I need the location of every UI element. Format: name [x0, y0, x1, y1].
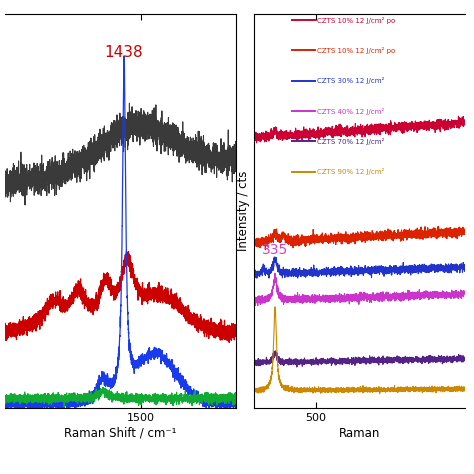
Text: CZTS 40% 12 J/cm²: CZTS 40% 12 J/cm²	[317, 108, 384, 115]
X-axis label: Raman: Raman	[338, 427, 380, 440]
Text: CZTS 90% 12 J/cm²: CZTS 90% 12 J/cm²	[317, 168, 384, 175]
Text: 1438: 1438	[105, 46, 143, 61]
Y-axis label: Intensity / cts: Intensity / cts	[237, 171, 250, 251]
Text: CZTS 30% 12 J/cm²: CZTS 30% 12 J/cm²	[317, 77, 384, 84]
Text: CZTS 10% 12 J/cm² po: CZTS 10% 12 J/cm² po	[317, 17, 395, 24]
Text: CZTS 70% 12 J/cm²: CZTS 70% 12 J/cm²	[317, 138, 384, 145]
Text: 335: 335	[262, 243, 288, 257]
Text: CZTS 10% 12 J/cm² po: CZTS 10% 12 J/cm² po	[317, 47, 395, 54]
X-axis label: Raman Shift / cm⁻¹: Raman Shift / cm⁻¹	[64, 427, 177, 440]
